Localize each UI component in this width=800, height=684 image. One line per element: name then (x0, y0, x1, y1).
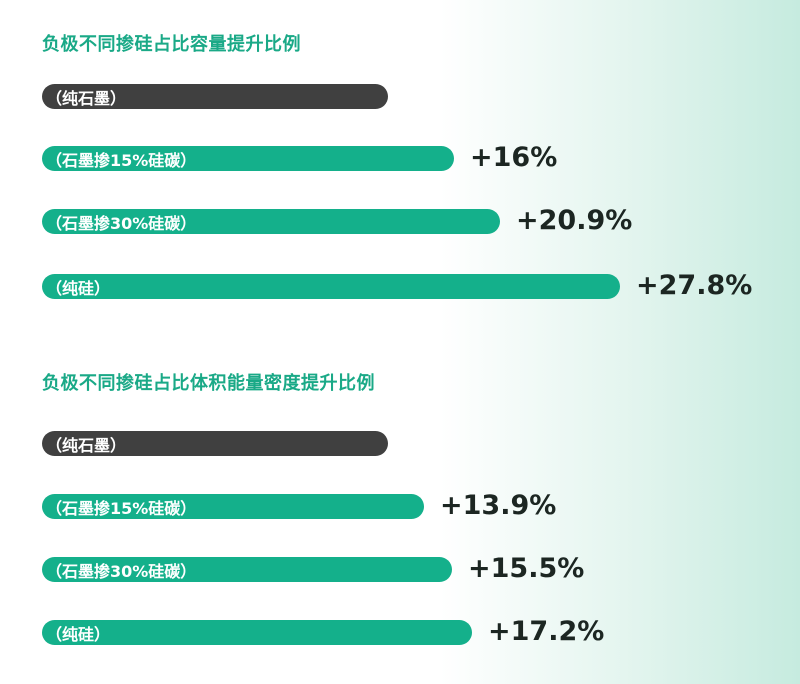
data-label: +15.5% (468, 553, 585, 584)
bar: （石墨掺15%硅碳） (42, 146, 454, 171)
bar-label: （石墨掺15%硅碳） (46, 150, 197, 170)
bar: （纯石墨） (42, 84, 388, 109)
bar-label: （石墨掺30%硅碳） (46, 213, 197, 233)
data-label: +20.9% (516, 205, 633, 236)
bar: （石墨掺30%硅碳） (42, 209, 500, 234)
data-label: +27.8% (636, 270, 753, 301)
chart-title: 负极不同掺硅占比体积能量密度提升比例 (42, 373, 375, 394)
bar-label: （纯硅） (46, 278, 111, 298)
bar-label: （石墨掺30%硅碳） (46, 561, 197, 581)
bar: （石墨掺15%硅碳） (42, 494, 424, 519)
bar-label: （纯硅） (46, 624, 111, 644)
bar-label: （纯石墨） (46, 88, 127, 108)
bar-label: （石墨掺15%硅碳） (46, 498, 197, 518)
chart-title: 负极不同掺硅占比容量提升比例 (42, 34, 301, 55)
bar: （石墨掺30%硅碳） (42, 557, 452, 582)
bar-label: （纯石墨） (46, 435, 127, 455)
data-label: +16% (470, 142, 558, 173)
bar: （纯硅） (42, 274, 620, 299)
data-label: +13.9% (440, 490, 557, 521)
bar: （纯硅） (42, 620, 472, 645)
bar: （纯石墨） (42, 431, 388, 456)
data-label: +17.2% (488, 616, 605, 647)
